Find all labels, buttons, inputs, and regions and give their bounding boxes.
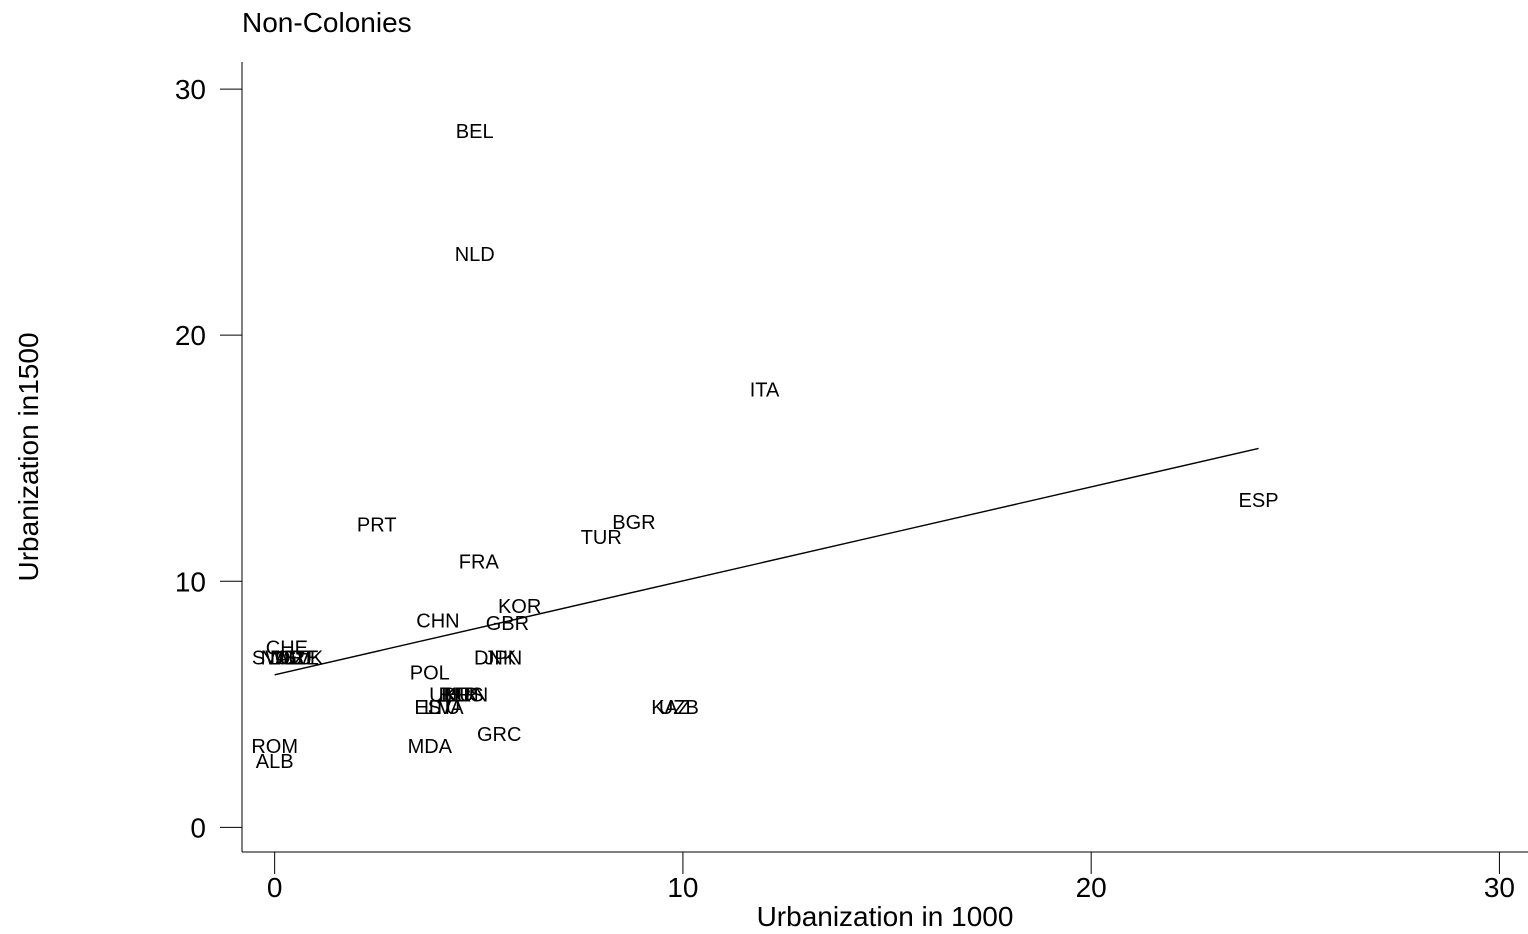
data-point-cze: CZE	[279, 648, 319, 670]
y-tick-label: 20	[175, 320, 206, 351]
data-point-svk: SVK	[283, 648, 324, 670]
y-axis-label: Urbanization in1500	[13, 332, 44, 581]
data-point-pol: POL	[410, 662, 450, 684]
x-tick-label: 30	[1484, 872, 1515, 903]
data-point-ita: ITA	[750, 379, 780, 401]
data-point-bel: BEL	[456, 121, 494, 143]
data-point-nor: NOR	[261, 648, 305, 670]
data-point-gbr: GBR	[486, 613, 529, 635]
data-point-mda: MDA	[408, 736, 453, 758]
data-point-che: CHE	[266, 638, 308, 660]
data-point-blr: BLR	[439, 684, 478, 706]
data-point-uzb: UZB	[659, 697, 699, 719]
data-point-lva: LVA	[429, 697, 464, 719]
data-point-prt: PRT	[357, 515, 397, 537]
y-tick-label: 10	[175, 566, 206, 597]
data-point-kor: KOR	[498, 596, 541, 618]
data-point-swe: SWE	[252, 648, 298, 670]
data-point-tur: TUR	[581, 527, 622, 549]
y-tick-label: 0	[190, 812, 206, 843]
data-point-aut: AUT	[275, 648, 315, 670]
data-point-ukr: UKR	[429, 684, 471, 706]
data-point-nld: NLD	[455, 244, 495, 266]
y-tick-label: 30	[175, 74, 206, 105]
fitted-regression-line	[274, 447, 1259, 676]
data-point-kaz: KAZ	[651, 697, 690, 719]
chart-title: Non-Colonies	[242, 7, 412, 38]
x-tick-label: 0	[267, 872, 283, 903]
data-point-rom: ROM	[251, 736, 298, 758]
data-point-jpn: JPN	[484, 648, 522, 670]
data-point-grc: GRC	[477, 724, 521, 746]
x-tick-label: 20	[1076, 872, 1107, 903]
data-point-est: EST	[414, 697, 453, 719]
data-point-deu: DEU	[270, 648, 312, 670]
x-axis-ticks: 0 10 20 30	[267, 852, 1515, 903]
data-point-bgr: BGR	[612, 512, 655, 534]
data-point-ltu: LTU	[424, 697, 460, 719]
data-point-chn: CHN	[416, 611, 459, 633]
data-point-fra: FRA	[459, 552, 500, 574]
data-point-dnk: DNK	[474, 648, 517, 670]
data-point-esp: ESP	[1239, 490, 1279, 512]
y-axis-ticks: 0 10 20 30	[175, 74, 242, 843]
x-axis-label: Urbanization in 1000	[757, 901, 1014, 932]
data-point-alb: ALB	[256, 751, 294, 773]
data-point-rus: RUS	[441, 684, 483, 706]
data-point-hun: HUN	[445, 684, 488, 706]
x-tick-label: 10	[667, 872, 698, 903]
